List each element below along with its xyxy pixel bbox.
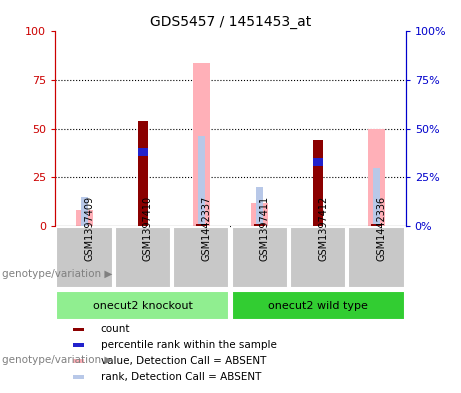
Bar [73,343,84,347]
Bar [73,375,84,379]
Text: GSM1397410: GSM1397410 [143,196,153,261]
Bar [73,327,84,331]
FancyBboxPatch shape [349,227,404,288]
Bar [138,121,148,226]
Title: GDS5457 / 1451453_at: GDS5457 / 1451453_at [150,15,311,29]
Bar [73,359,84,363]
Bar [138,148,148,156]
Text: onecut2 wild type: onecut2 wild type [268,301,368,310]
Bar [371,224,382,226]
FancyBboxPatch shape [232,291,404,320]
Bar [193,62,210,226]
Text: GSM1442336: GSM1442336 [377,196,386,261]
Text: GSM1442337: GSM1442337 [201,196,211,261]
FancyBboxPatch shape [57,291,229,320]
Text: GSM1397412: GSM1397412 [318,196,328,261]
FancyBboxPatch shape [173,227,229,288]
Bar [368,129,385,226]
Bar [198,136,205,226]
Text: onecut2 knockout: onecut2 knockout [93,301,193,310]
Bar [251,203,268,226]
Text: percentile rank within the sample: percentile rank within the sample [101,340,277,350]
Bar [313,158,323,166]
Text: genotype/variation ▶: genotype/variation ▶ [2,355,112,365]
Bar [81,197,88,226]
Bar [313,140,323,226]
Text: value, Detection Call = ABSENT: value, Detection Call = ABSENT [101,356,266,366]
Text: rank, Detection Call = ABSENT: rank, Detection Call = ABSENT [101,372,261,382]
Bar [196,224,207,226]
Bar [254,224,265,226]
FancyBboxPatch shape [57,227,112,288]
Bar [76,210,93,226]
Text: GSM1397409: GSM1397409 [84,196,95,261]
FancyBboxPatch shape [115,227,171,288]
Text: genotype/variation ▶: genotype/variation ▶ [2,269,112,279]
Bar [256,187,263,226]
Bar [373,167,380,226]
FancyBboxPatch shape [232,227,288,288]
Text: count: count [101,325,130,334]
FancyBboxPatch shape [290,227,346,288]
Text: GSM1397411: GSM1397411 [260,196,270,261]
